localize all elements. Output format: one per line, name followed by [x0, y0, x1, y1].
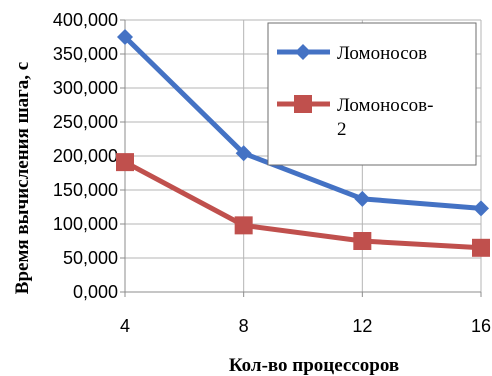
data-point-series-1 — [117, 29, 133, 45]
y-tick-label: 400,000 — [53, 10, 118, 30]
x-tick-label: 12 — [352, 316, 372, 336]
y-tick-label: 300,000 — [53, 78, 118, 98]
series-line-1 — [122, 34, 484, 211]
series-layer — [116, 29, 490, 257]
data-point-series-2 — [116, 153, 134, 172]
data-point-series-1 — [473, 200, 489, 217]
y-tick-label: 200,000 — [53, 146, 118, 166]
series-line-2 — [122, 159, 484, 251]
y-tick-label: 350,000 — [53, 44, 118, 64]
data-point-series-2 — [234, 216, 253, 235]
x-tick-labels: 4 8 12 16 — [120, 316, 491, 336]
data-point-series-2 — [353, 232, 372, 250]
y-tick-label: 150,000 — [53, 180, 118, 200]
x-axis-title: Кол-во процессоров — [229, 355, 399, 376]
data-point-series-1 — [354, 190, 371, 207]
y-tick-label: 0,000 — [73, 282, 118, 302]
y-tick-label: 250,000 — [53, 112, 118, 132]
x-tick-label: 8 — [239, 316, 249, 336]
data-point-series-2 — [472, 238, 490, 257]
x-tick-label: 4 — [120, 316, 130, 336]
data-point-series-1 — [235, 145, 252, 162]
y-tick-label: 50,000 — [63, 248, 118, 268]
legend-label-2: Ломоносов-2 — [337, 95, 433, 140]
legend-marker-2 — [294, 95, 312, 113]
y-axis-title: Время вычисления шага, с — [12, 62, 33, 294]
legend-box — [267, 22, 477, 166]
x-tick-label: 16 — [471, 316, 491, 336]
legend-label-1: Ломоносов — [337, 43, 427, 64]
legend: Ломоносов Ломоносов-2 — [267, 22, 477, 166]
y-tick-labels: 0,000 50,000 100,000 150,000 200,000 250,000 3… — [53, 10, 118, 302]
legend-marker-1 — [295, 44, 311, 60]
y-tick-label: 100,000 — [53, 214, 118, 234]
